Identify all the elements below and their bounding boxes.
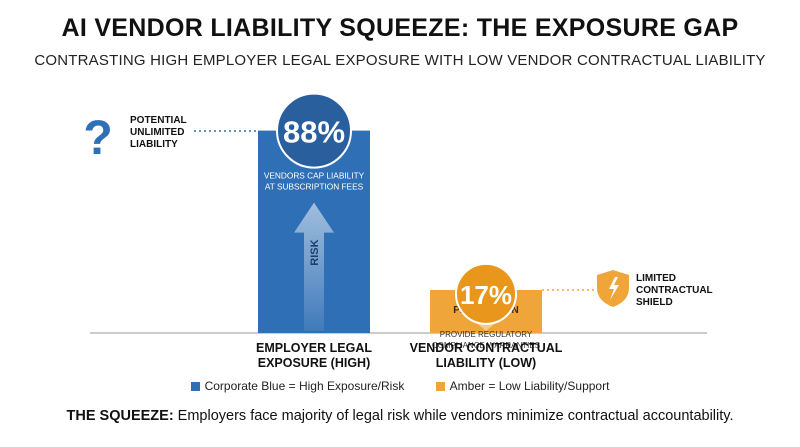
value-circle-employer (276, 92, 352, 169)
legend-swatch-blue (190, 382, 200, 391)
category-label: LIABILITY (LOW) (436, 356, 536, 370)
question-mark-icon: ? (83, 112, 112, 165)
callout-right-text: LIMITED (636, 273, 676, 284)
category-label: EXPOSURE (HIGH) (258, 356, 371, 370)
footer-text: Employers face majority of legal risk wh… (173, 408, 734, 424)
footer-bold: THE SQUEEZE: (66, 408, 174, 424)
bar-note-vendor: PROVIDE REGULATORY (440, 330, 533, 339)
callout-left-text: LIABILITY (130, 139, 178, 150)
value-circle-vendor (455, 262, 517, 325)
chart-title: AI VENDOR LIABILITY SQUEEZE: THE EXPOSUR… (61, 14, 739, 42)
footer-note: THE SQUEEZE: Employers face majority of … (0, 408, 800, 424)
risk-arrow (294, 202, 334, 331)
bar-note-employer: AT SUBSCRIPTION FEES (265, 182, 364, 192)
callout-left-text: UNLIMITED (130, 127, 184, 138)
legend-label-blue: Corporate Blue = High Exposure/Risk (204, 379, 405, 393)
shield-crack-icon (609, 277, 619, 300)
legend-item-amber: Amber = Low Liability/Support (435, 379, 610, 393)
callout-left-text: POTENTIAL (130, 115, 187, 126)
chart-legend: Corporate Blue = High Exposure/Risk Ambe… (0, 379, 800, 393)
bar-note-vendor: COMPLIANCE WARRANTIES (432, 341, 540, 350)
bar-value-label: 17% (460, 280, 512, 310)
chart-subtitle: CONTRASTING HIGH EMPLOYER LEGAL EXPOSURE… (34, 52, 766, 69)
category-label: VENDOR CONTRACTUAL (410, 341, 563, 355)
bar-note-employer: VENDORS CAP LIABILITY (264, 171, 365, 181)
risk-arrow-label: RISK (309, 239, 321, 265)
category-label: EMPLOYER LEGAL (256, 341, 372, 355)
callout-right-text: SHIELD (636, 297, 673, 308)
legend-label-amber: Amber = Low Liability/Support (449, 379, 610, 393)
legend-item-blue: Corporate Blue = High Exposure/Risk (190, 379, 405, 393)
bar-value-label: 88% (283, 115, 345, 150)
callout-right-text: CONTRACTUAL (636, 285, 713, 296)
legend-swatch-amber (435, 382, 445, 391)
